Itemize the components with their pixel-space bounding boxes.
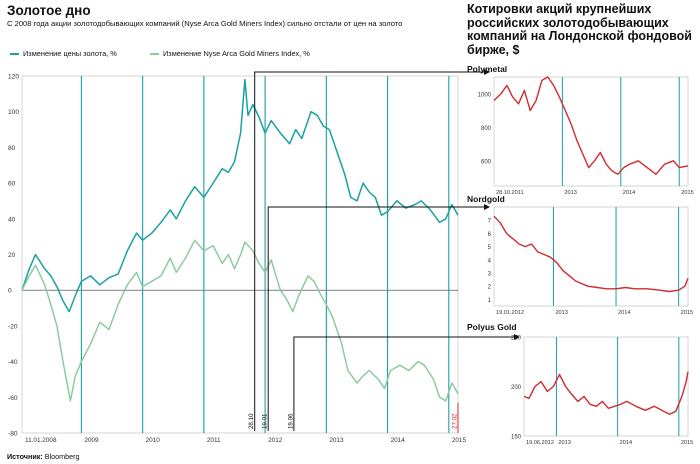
main-ytick-label: -60 xyxy=(8,395,18,402)
polymetal-xtick-label: 28.10.2011 xyxy=(496,190,524,196)
chart-title: Золотое дно xyxy=(7,3,91,18)
main-ytick-label: 20 xyxy=(8,252,16,259)
polymetal-ytick-label: 1000 xyxy=(478,92,492,98)
legend-item-gold: Изменение цены золота, % xyxy=(10,49,117,58)
main-ytick-label: 120 xyxy=(8,74,19,81)
marker-label: 19.01 xyxy=(262,413,269,429)
main-xtick-label: 2009 xyxy=(84,437,99,444)
polyus-gold-xtick-label: 19.06.2012 xyxy=(526,440,554,446)
main-ytick-label: -40 xyxy=(8,359,18,366)
main-xtick-label: 2015 xyxy=(452,437,467,444)
source-note: Источник: Bloomberg xyxy=(7,452,80,461)
legend-label-miners: Изменение Nyse Arca Gold Miners Index, % xyxy=(163,49,310,58)
polymetal-frame xyxy=(493,76,689,187)
miners-index-line xyxy=(21,239,459,402)
polyus-gold-ytick-label: 200 xyxy=(511,385,522,391)
nordgold-xtick-label: 19.01.2012 xyxy=(496,310,524,316)
polyus-gold-xtick-label: 2013 xyxy=(558,440,570,446)
main-xtick-label: 11.01.2008 xyxy=(25,437,57,444)
polymetal-xtick-label: 2015 xyxy=(681,190,693,196)
marker-label: 27.02 xyxy=(452,413,459,429)
nordgold-ytick-label: 1 xyxy=(488,298,492,304)
nordgold-price-line xyxy=(493,215,689,293)
legend-label-gold: Изменение цены золота, % xyxy=(23,49,117,58)
marker-arrowhead xyxy=(514,334,520,340)
source-value: Bloomberg xyxy=(44,452,80,461)
nordgold-xtick-label: 2014 xyxy=(618,310,630,316)
nordgold-ytick-label: 5 xyxy=(488,245,492,251)
nordgold-ytick-label: 7 xyxy=(488,219,492,225)
main-plot-frame xyxy=(21,75,459,434)
nordgold-ytick-label: 6 xyxy=(488,232,492,238)
polyus-gold-frame xyxy=(523,336,689,437)
main-ytick-label: 60 xyxy=(8,181,16,188)
nordgold-title: Nordgold xyxy=(467,194,505,204)
chart-subtitle: С 2008 года акции золотодобывающих компа… xyxy=(7,19,403,28)
marker-arrowhead xyxy=(484,69,490,75)
source-label: Источник: xyxy=(7,452,43,461)
main-ytick-label: 80 xyxy=(8,145,16,152)
polyus-gold-xtick-label: 2014 xyxy=(620,440,632,446)
polyus-gold-xtick-label: 2015 xyxy=(681,440,693,446)
main-ytick-label: 0 xyxy=(8,288,12,295)
marker-label: 19.06 xyxy=(287,413,294,429)
main-ytick-label: -80 xyxy=(8,431,18,438)
marker-arrowhead xyxy=(484,204,490,210)
polymetal-ytick-label: 600 xyxy=(481,159,492,165)
marker-connector xyxy=(293,336,516,431)
nordgold-xtick-label: 2015 xyxy=(681,310,693,316)
nordgold-ytick-label: 4 xyxy=(488,258,492,264)
main-ytick-label: 40 xyxy=(8,216,16,223)
main-xtick-label: 2010 xyxy=(146,437,161,444)
main-xtick-label: 2012 xyxy=(268,437,283,444)
polymetal-xtick-label: 2014 xyxy=(623,190,635,196)
nordgold-ytick-label: 3 xyxy=(488,272,492,278)
polymetal-xtick-label: 2013 xyxy=(564,190,576,196)
legend-swatch-gold xyxy=(10,52,19,55)
marker-connector xyxy=(254,71,486,431)
nordgold-frame xyxy=(493,206,689,307)
polyus-gold-ytick-label: 150 xyxy=(511,435,522,441)
legend-swatch-miners xyxy=(150,52,159,55)
gold-price-line xyxy=(21,78,459,313)
main-ytick-label: -20 xyxy=(8,323,18,330)
nordgold-ytick-label: 2 xyxy=(488,285,492,291)
polyus-gold-price-line xyxy=(523,371,689,415)
marker-label: 28.10 xyxy=(248,413,255,429)
polymetal-price-line xyxy=(493,76,689,175)
polyus-gold-title: Polyus Gold xyxy=(467,322,517,332)
legend-item-miners: Изменение Nyse Arca Gold Miners Index, % xyxy=(150,49,310,58)
marker-connector xyxy=(267,206,486,431)
polymetal-ytick-label: 800 xyxy=(481,126,492,132)
main-xtick-label: 2013 xyxy=(329,437,344,444)
nordgold-xtick-label: 2013 xyxy=(555,310,567,316)
main-ytick-label: 100 xyxy=(8,109,19,116)
polymetal-title: Polymetal xyxy=(467,64,507,74)
right-panel-title: Котировки акций крупнейших российских зо… xyxy=(467,2,692,57)
main-xtick-label: 2011 xyxy=(207,437,221,444)
main-xtick-label: 2014 xyxy=(391,437,406,444)
